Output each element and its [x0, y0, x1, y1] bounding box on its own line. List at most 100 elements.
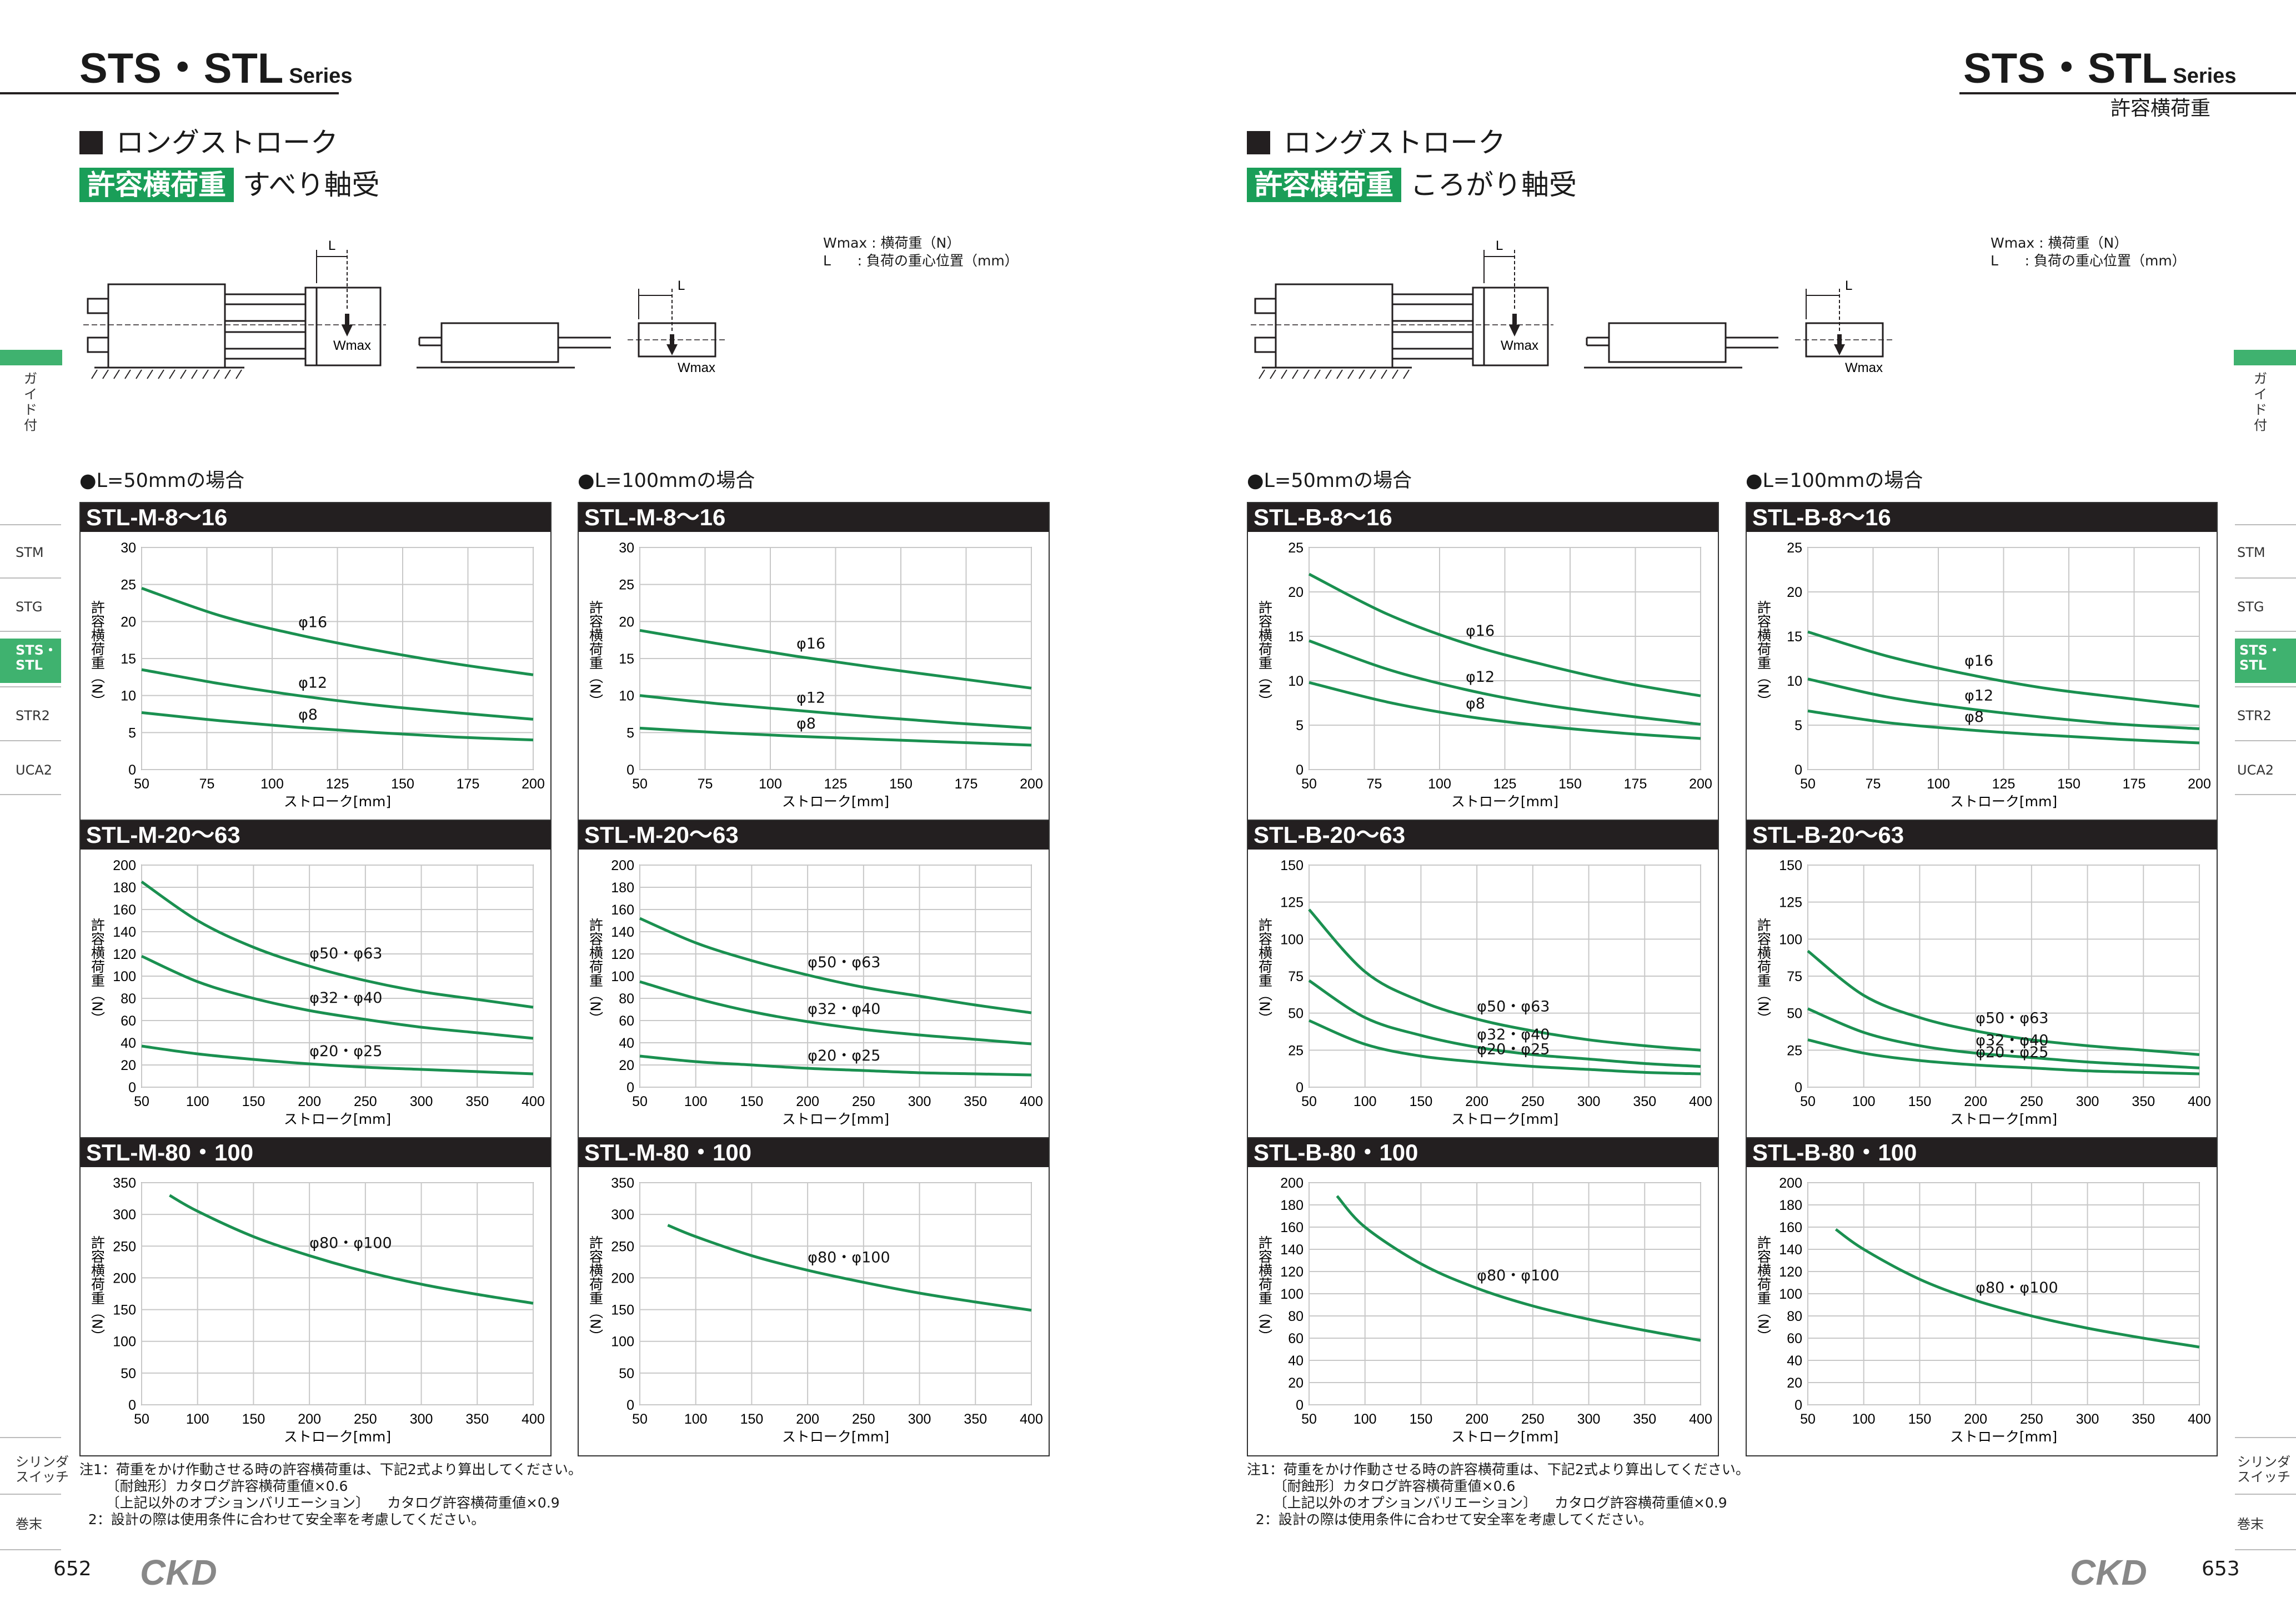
x-tick-label: 150 — [1908, 1411, 1932, 1427]
x-tick-label: 50 — [134, 1411, 149, 1427]
series-label: φ12 — [796, 689, 825, 706]
series-line — [639, 1054, 1032, 1077]
x-tick-label: 150 — [1908, 1094, 1932, 1109]
y-tick-label: 250 — [113, 1239, 136, 1254]
y-tick-label: 40 — [619, 1036, 634, 1051]
y-tick-label: 40 — [1787, 1353, 1802, 1369]
x-tick-label: 200 — [1964, 1411, 1987, 1427]
side-divider — [2235, 524, 2296, 525]
header-rule-left — [0, 92, 339, 94]
y-tick-label: 0 — [1296, 1398, 1304, 1413]
y-tick-label: 120 — [113, 947, 136, 962]
x-tick-label: 250 — [2020, 1094, 2043, 1109]
side-tab-uca2[interactable]: UCA2 — [16, 762, 53, 778]
x-tick-label: 50 — [1800, 1411, 1816, 1427]
series-title-right: STS・STL Series — [1963, 48, 2236, 90]
series-label: φ20・φ25 — [808, 1047, 880, 1064]
side-tab-cylinder-switch[interactable]: シリンダ スイッチ — [2237, 1454, 2290, 1485]
l-label: L — [328, 238, 335, 253]
series-line — [141, 1044, 534, 1076]
series-label: φ8 — [1466, 695, 1485, 712]
y-tick-label: 120 — [611, 947, 634, 962]
chart-panel: STL-B-8〜16 50 75 100 125 150 175 200 0 5 10 15 20 25… — [1746, 502, 2218, 821]
y-tick-label: 200 — [113, 1270, 136, 1286]
mounting-diagram-right: Wmax L — [1251, 238, 1778, 379]
x-tick-label: 300 — [1577, 1411, 1601, 1427]
wmax-label: Wmax — [1501, 338, 1538, 353]
y-tick-label: 50 — [1288, 1006, 1304, 1022]
chart-plot: 50 100 150 200 250 300 350 40005010015020025030… — [89, 1175, 545, 1445]
side-tab-appendix[interactable]: 巻末 — [2237, 1516, 2264, 1532]
side-tab-str2[interactable]: STR2 — [2237, 708, 2272, 723]
side-tab-sts-stl[interactable]: STS・ STL — [0, 639, 61, 683]
y-tick-label: 100 — [113, 1334, 136, 1350]
y-tick-label: 80 — [1288, 1309, 1304, 1324]
series-label: φ32・φ40 — [808, 1001, 880, 1018]
y-tick-label: 50 — [619, 1366, 634, 1381]
y-tick-label: 140 — [1779, 1242, 1802, 1258]
y-tick-label: 100 — [611, 1334, 634, 1350]
x-tick-label: 50 — [1301, 1094, 1317, 1109]
x-axis-label: ストローク[mm] — [782, 1429, 889, 1445]
chart-panel: STL-M-80・100 50 100 150 200 250 300 350 400 0 50 1… — [578, 1137, 1050, 1456]
y-tick-label: 25 — [1288, 540, 1304, 556]
case-l50-left: ●L=50mmの場合 — [79, 470, 245, 492]
l-label-2: L — [678, 278, 685, 293]
mounting-diagram-right-2: L Wmax — [1795, 278, 1895, 375]
x-tick-label: 175 — [1624, 776, 1647, 792]
x-tick-label: 350 — [465, 1094, 489, 1109]
y-axis-label: 許容横荷重（N） — [1756, 1235, 1772, 1343]
y-tick-label: 60 — [1787, 1331, 1802, 1346]
series-line — [1309, 681, 1701, 740]
y-tick-label: 10 — [1787, 674, 1802, 689]
y-tick-label: 150 — [1779, 858, 1802, 873]
y-tick-label: 200 — [611, 858, 634, 873]
y-tick-label: 25 — [1787, 1043, 1802, 1058]
side-tab-sts-stl[interactable]: STS・ STL — [2235, 639, 2296, 683]
y-tick-label: 20 — [1288, 585, 1304, 600]
y-tick-label: 180 — [1779, 1198, 1802, 1213]
y-tick-label: 5 — [1296, 718, 1304, 733]
y-tick-label: 75 — [1787, 969, 1802, 984]
y-tick-label: 60 — [121, 1013, 136, 1029]
side-divider — [0, 1437, 61, 1438]
x-tick-label: 350 — [465, 1411, 489, 1427]
chart-panel: STL-B-20〜63 50 100 150 200 250 300 350 400 0 25 50… — [1746, 820, 2218, 1139]
y-tick-label: 100 — [1280, 932, 1304, 947]
y-tick-label: 75 — [1288, 969, 1304, 984]
side-tab-str2[interactable]: STR2 — [16, 708, 50, 723]
y-tick-label: 0 — [626, 1398, 634, 1413]
series-line — [1308, 908, 1701, 1052]
series-label: φ16 — [796, 635, 825, 652]
y-tick-label: 5 — [128, 725, 136, 741]
y-tick-label: 20 — [1288, 1375, 1304, 1391]
chart-plot: 50 75 100 125 150 175 200 0 5 10 15 20 25 ストローク[mm] 許容… — [1257, 540, 1712, 810]
x-axis-label: ストローク[mm] — [1950, 1111, 2057, 1127]
side-tab-uca2[interactable]: UCA2 — [2237, 762, 2274, 778]
y-tick-label: 350 — [113, 1175, 136, 1191]
y-tick-label: 25 — [121, 577, 136, 593]
x-axis-label: ストローク[mm] — [1950, 1429, 2057, 1445]
y-axis-label: 許容横荷重（N） — [1257, 1235, 1273, 1343]
x-tick-label: 250 — [354, 1411, 377, 1427]
case-l100-left: ●L=100mmの場合 — [578, 470, 755, 492]
side-tab-appendix[interactable]: 巻末 — [16, 1516, 42, 1532]
y-tick-label: 125 — [1779, 895, 1802, 911]
series-line — [639, 726, 1032, 747]
notes-left: 注1：荷重をかけ作動させる時の許容横荷重は、下記2式より算出してください。 〔耐… — [79, 1461, 582, 1527]
y-axis-label: 許容横荷重（N） — [588, 918, 604, 1026]
side-tab-stg[interactable]: STG — [16, 599, 43, 615]
side-tab-cylinder-switch[interactable]: シリンダ スイッチ — [16, 1454, 69, 1485]
chart-panel: STL-M-80・100 50 100 150 200 250 300 350 400 0 50 1… — [79, 1137, 552, 1456]
x-tick-label: 200 — [1020, 776, 1043, 792]
y-tick-label: 0 — [1296, 1080, 1304, 1096]
side-marker-left — [0, 350, 62, 365]
header-rule-right — [1959, 92, 2296, 94]
x-tick-label: 150 — [2057, 776, 2081, 792]
y-tick-label: 10 — [619, 689, 634, 704]
side-tab-stm[interactable]: STM — [16, 545, 44, 560]
x-tick-label: 150 — [889, 776, 913, 792]
side-tab-stm[interactable]: STM — [2237, 545, 2265, 560]
x-tick-label: 400 — [1689, 1411, 1712, 1427]
side-tab-stg[interactable]: STG — [2237, 599, 2264, 615]
